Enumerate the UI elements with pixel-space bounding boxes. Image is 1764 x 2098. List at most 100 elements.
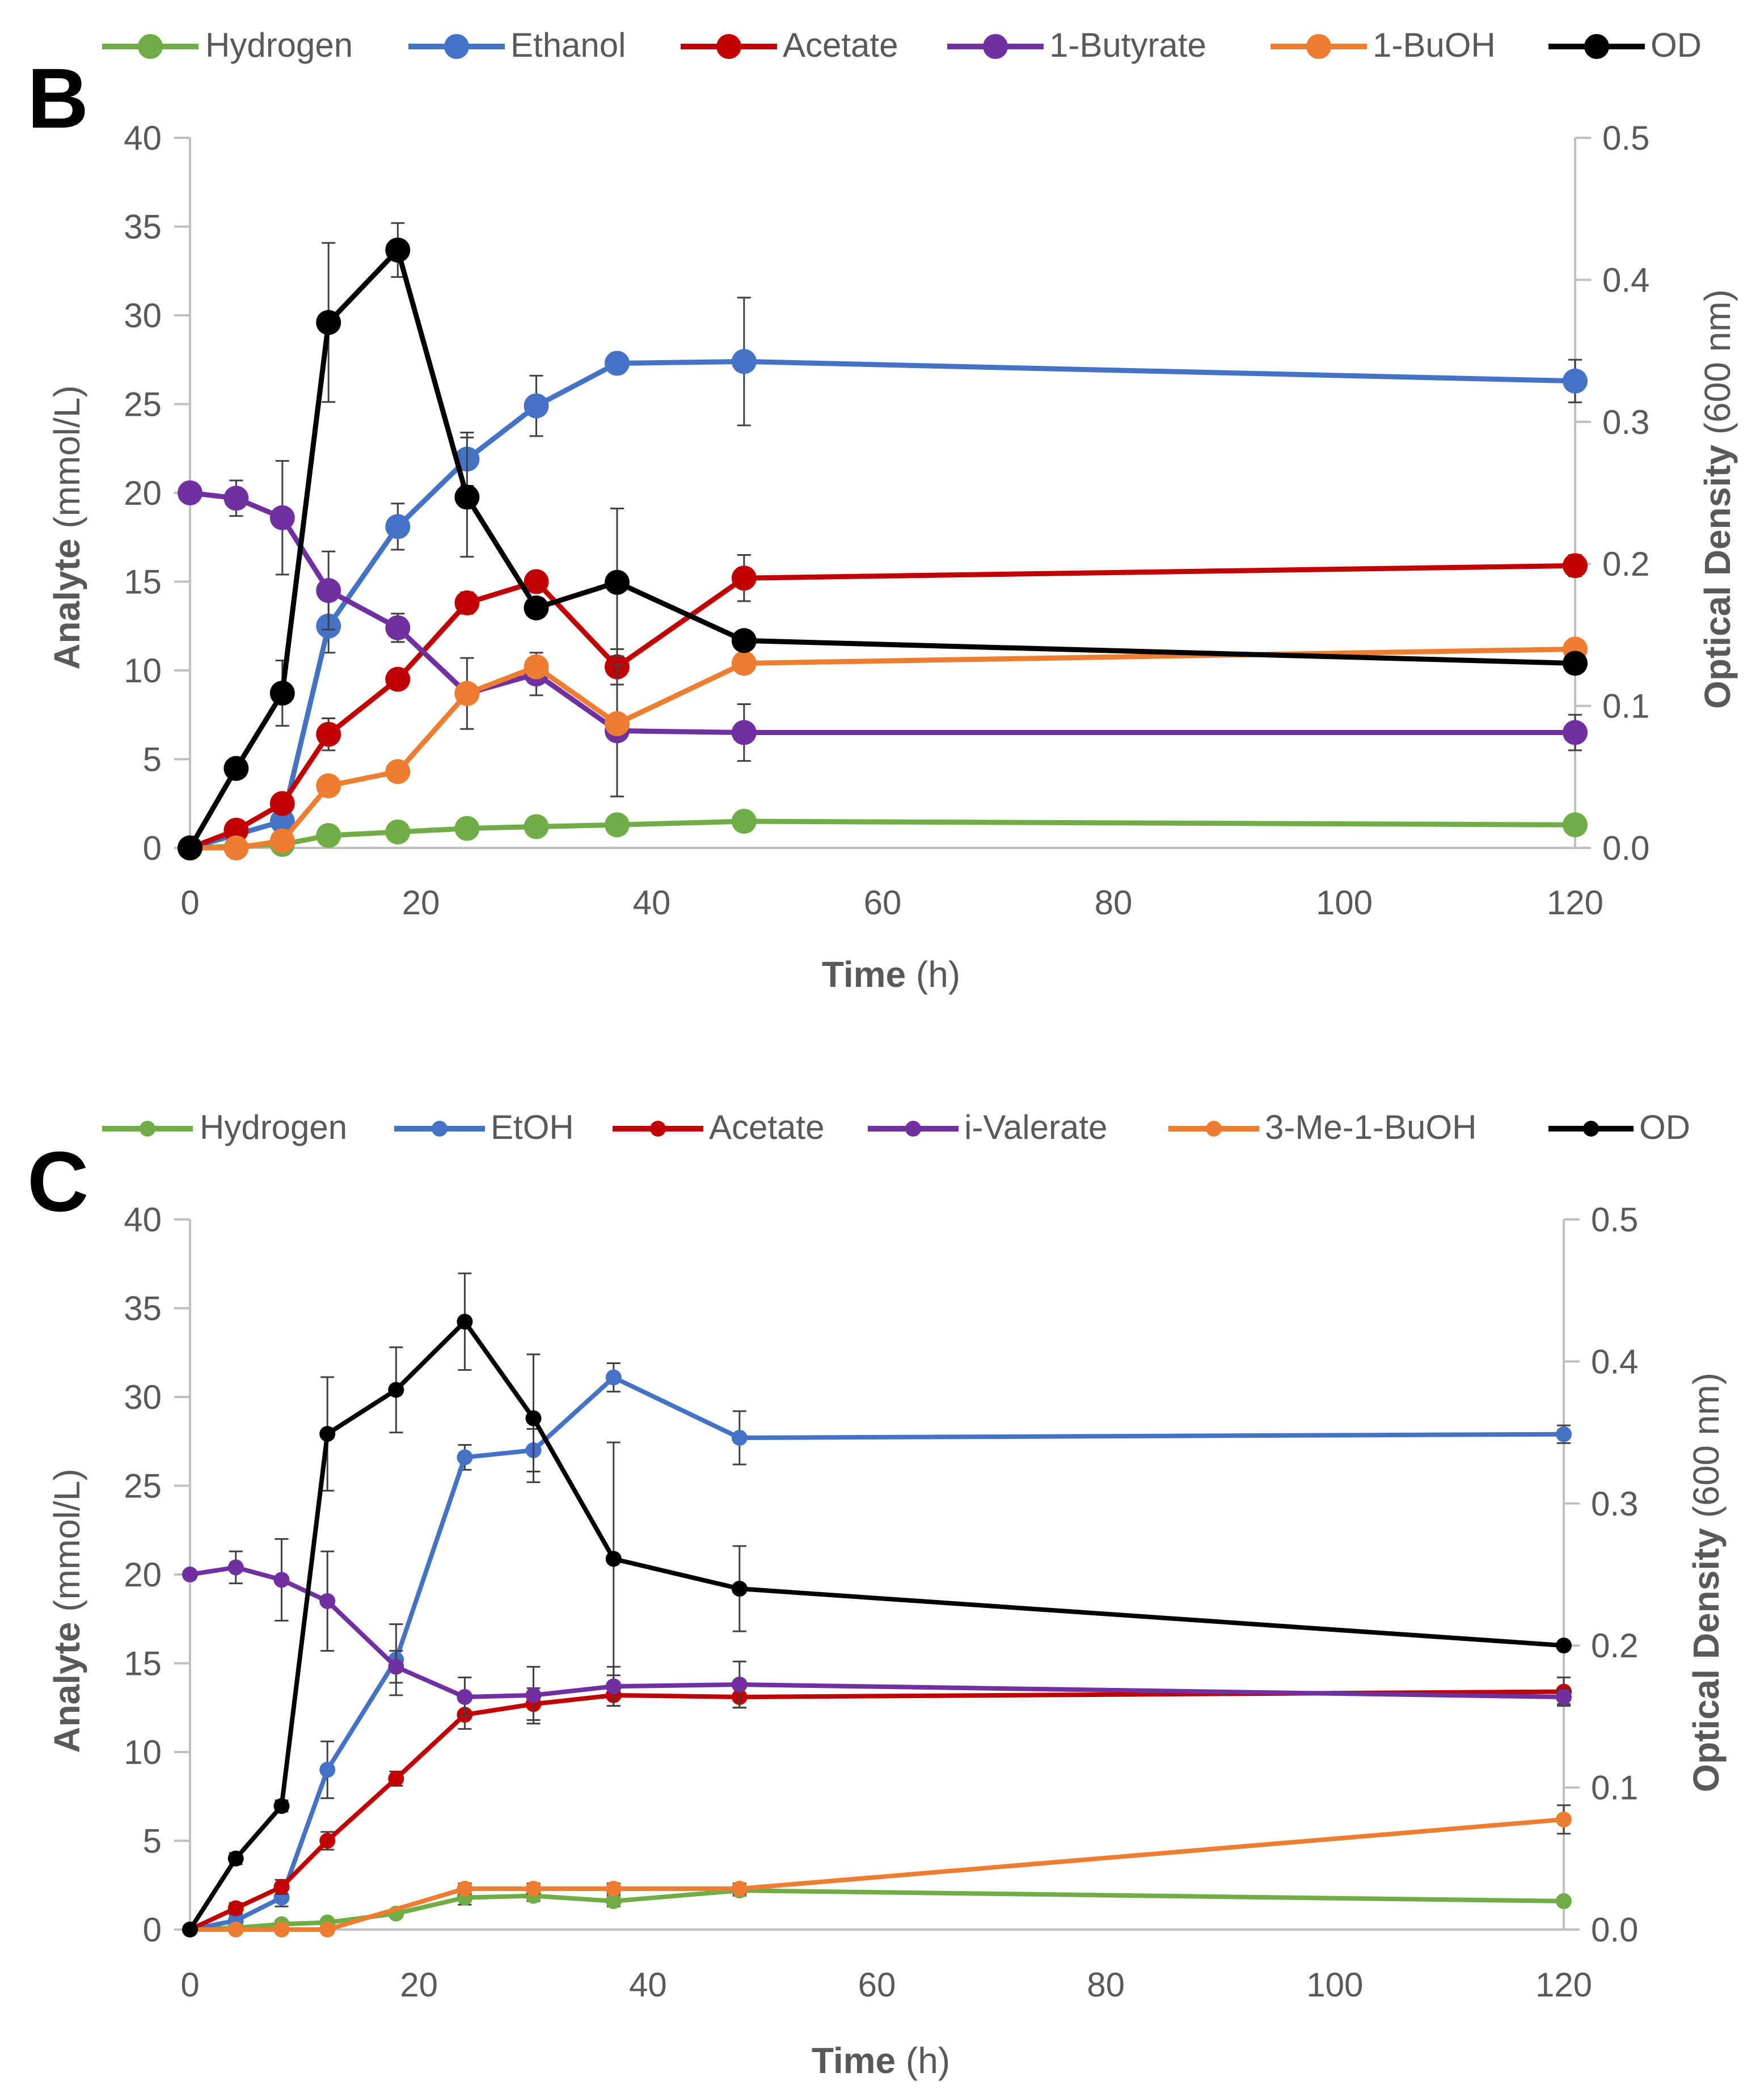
data-point[interactable] xyxy=(269,681,295,706)
data-point[interactable] xyxy=(178,480,202,505)
data-point[interactable] xyxy=(731,1881,748,1897)
data-point[interactable] xyxy=(269,828,295,854)
data-point[interactable] xyxy=(273,1572,290,1588)
data-point[interactable] xyxy=(525,1410,542,1426)
legend-item-3-me-1-buoh[interactable]: 3-Me-1-BuOH xyxy=(1168,1108,1476,1146)
data-point[interactable] xyxy=(1556,1637,1572,1654)
legend-item-i-valerate[interactable]: i-Valerate xyxy=(868,1108,1107,1146)
data-point[interactable] xyxy=(316,578,341,603)
data-point[interactable] xyxy=(1556,1688,1572,1705)
data-point[interactable] xyxy=(524,654,549,679)
data-point[interactable] xyxy=(385,615,411,640)
data-point[interactable] xyxy=(223,755,249,781)
data-point[interactable] xyxy=(731,1581,748,1597)
data-point[interactable] xyxy=(731,349,757,374)
data-point[interactable] xyxy=(223,486,249,511)
data-point[interactable] xyxy=(604,711,630,736)
data-point[interactable] xyxy=(1563,812,1588,838)
data-point[interactable] xyxy=(731,651,757,676)
data-point[interactable] xyxy=(457,1688,473,1705)
data-point[interactable] xyxy=(385,237,411,263)
data-point[interactable] xyxy=(604,812,630,838)
series-hydrogen xyxy=(178,809,1588,860)
data-point[interactable] xyxy=(385,759,411,784)
data-point[interactable] xyxy=(269,505,295,530)
data-point[interactable] xyxy=(319,1426,336,1442)
legend-item-hydrogen[interactable]: Hydrogen xyxy=(102,26,353,64)
data-point[interactable] xyxy=(731,1429,748,1446)
data-point[interactable] xyxy=(1563,720,1588,745)
data-point[interactable] xyxy=(388,1770,404,1787)
data-point[interactable] xyxy=(227,1922,244,1937)
data-point[interactable] xyxy=(319,1762,336,1778)
data-point[interactable] xyxy=(454,816,480,841)
data-point[interactable] xyxy=(731,1677,748,1693)
data-point[interactable] xyxy=(182,1922,198,1937)
data-point[interactable] xyxy=(454,590,480,616)
data-point[interactable] xyxy=(1556,1893,1572,1909)
panel-label: C xyxy=(27,1134,88,1229)
legend-item-acetate[interactable]: Acetate xyxy=(613,1108,824,1146)
data-point[interactable] xyxy=(524,814,549,839)
data-point[interactable] xyxy=(605,1881,622,1897)
legend-item-etoh[interactable]: EtOH xyxy=(394,1108,574,1146)
data-point[interactable] xyxy=(319,1922,336,1937)
data-point[interactable] xyxy=(385,514,411,539)
data-point[interactable] xyxy=(525,1881,542,1897)
data-point[interactable] xyxy=(731,628,757,653)
data-point[interactable] xyxy=(319,1833,336,1849)
data-point[interactable] xyxy=(457,1314,473,1330)
data-point[interactable] xyxy=(1563,368,1588,394)
data-point[interactable] xyxy=(385,819,411,845)
data-point[interactable] xyxy=(273,1879,290,1895)
data-point[interactable] xyxy=(182,1567,198,1582)
data-point[interactable] xyxy=(1556,1811,1572,1827)
data-point[interactable] xyxy=(605,1369,622,1386)
legend-item-od[interactable]: OD xyxy=(1548,26,1702,64)
data-point[interactable] xyxy=(227,1850,244,1867)
data-point[interactable] xyxy=(316,773,341,799)
data-point[interactable] xyxy=(227,1900,244,1917)
legend-item-1-buoh[interactable]: 1-BuOH xyxy=(1271,26,1496,64)
data-point[interactable] xyxy=(269,809,295,834)
data-point[interactable] xyxy=(269,791,295,816)
data-point[interactable] xyxy=(1563,651,1588,676)
data-point[interactable] xyxy=(604,351,630,376)
data-point[interactable] xyxy=(524,595,549,620)
data-point[interactable] xyxy=(454,681,480,706)
legend-item-1-butyrate[interactable]: 1-Butyrate xyxy=(947,26,1206,64)
plot-area: 0 5 10 15 20 25 30 35 40 0.0 0.1 0.2 0.3 0.4 0.5 0 20 40 6… xyxy=(124,1201,1638,2004)
data-point[interactable] xyxy=(1563,553,1588,579)
data-point[interactable] xyxy=(388,1382,404,1398)
data-point[interactable] xyxy=(457,1881,473,1897)
data-point[interactable] xyxy=(385,666,411,692)
legend-item-hydrogen[interactable]: Hydrogen xyxy=(102,1108,347,1146)
data-point[interactable] xyxy=(388,1658,404,1675)
data-point[interactable] xyxy=(457,1449,473,1466)
data-point[interactable] xyxy=(316,823,341,849)
data-point[interactable] xyxy=(525,1687,542,1703)
data-point[interactable] xyxy=(273,1798,290,1814)
data-point[interactable] xyxy=(223,817,249,843)
data-point[interactable] xyxy=(731,720,757,745)
data-point[interactable] xyxy=(178,835,202,860)
data-point[interactable] xyxy=(223,835,249,860)
data-point[interactable] xyxy=(316,310,341,335)
data-point[interactable] xyxy=(316,721,341,747)
data-point[interactable] xyxy=(227,1559,244,1576)
data-point[interactable] xyxy=(524,393,549,419)
data-point[interactable] xyxy=(604,569,630,595)
data-point[interactable] xyxy=(524,569,549,594)
legend-item-od[interactable]: OD xyxy=(1548,1108,1690,1146)
data-point[interactable] xyxy=(731,565,757,591)
legend-item-acetate[interactable]: Acetate xyxy=(681,26,898,64)
data-point[interactable] xyxy=(319,1593,336,1609)
data-point[interactable] xyxy=(605,1678,622,1695)
data-point[interactable] xyxy=(731,809,757,834)
data-point[interactable] xyxy=(605,1893,622,1909)
legend-item-ethanol[interactable]: Ethanol xyxy=(408,26,626,64)
data-point[interactable] xyxy=(1556,1426,1572,1442)
data-point[interactable] xyxy=(454,484,480,510)
data-point[interactable] xyxy=(273,1922,290,1937)
data-point[interactable] xyxy=(605,1551,622,1567)
